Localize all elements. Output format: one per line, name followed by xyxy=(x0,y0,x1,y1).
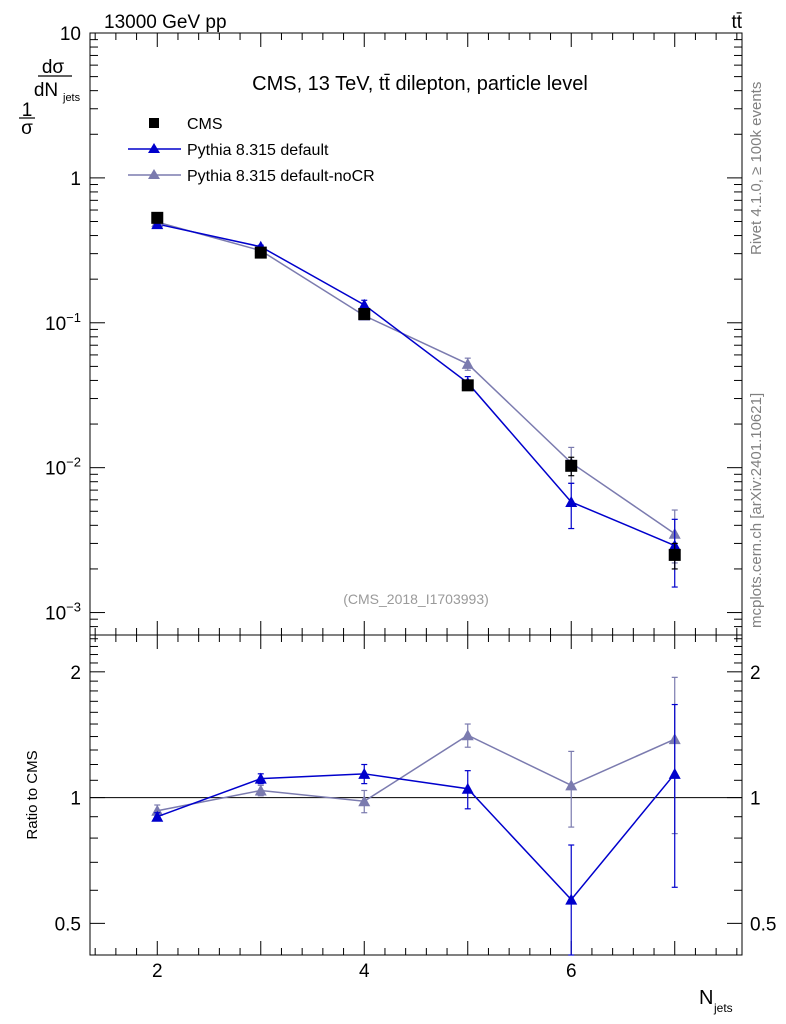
x-tick-label: 4 xyxy=(359,961,370,982)
ratio-point xyxy=(565,893,578,905)
ratio-y-tick-label: 1 xyxy=(70,789,81,810)
ratio-series-line xyxy=(157,734,676,812)
svg-text:N: N xyxy=(699,987,713,1009)
main-series-line xyxy=(157,221,676,535)
ratio-series-line xyxy=(157,773,676,901)
x-axis-title: N jets xyxy=(699,987,733,1015)
main-y-tick-label: 10−2 xyxy=(45,455,81,480)
ratio-y-tick-label-right: 1 xyxy=(750,789,761,810)
svg-text:dN: dN xyxy=(34,80,58,101)
axes-layer: 2 4 6 10 1 10−1 10−2 10−3 0.5 0.5 1 1 2 2 xyxy=(45,24,776,982)
legend-cms-label: CMS xyxy=(187,116,223,133)
ratio-point xyxy=(358,795,371,807)
process-label: tt̄ xyxy=(731,12,742,33)
main-data-point xyxy=(461,379,474,392)
legend: CMS Pythia 8.315 default Pythia 8.315 de… xyxy=(128,116,375,185)
plot-title: CMS, 13 TeV, tt̄ dilepton, particle leve… xyxy=(252,73,588,95)
main-y-tick-label: 10 xyxy=(60,24,81,45)
legend-pythia-nocr-marker xyxy=(148,169,160,179)
main-data-point xyxy=(254,246,267,259)
x-tick-label: 6 xyxy=(566,961,577,982)
main-data-point xyxy=(358,307,371,320)
legend-pythia-default-marker xyxy=(148,143,160,153)
main-mc-point xyxy=(358,298,371,310)
ratio-point xyxy=(254,772,267,784)
main-y-tick-label: 10−3 xyxy=(45,600,81,625)
main-mc-point xyxy=(565,495,578,507)
main-y-axis-title: 1 σ dσ dN jets xyxy=(19,57,81,139)
svg-text:jets: jets xyxy=(713,1001,733,1015)
main-data-point xyxy=(565,459,578,472)
data-layer xyxy=(151,211,681,956)
main-data-point xyxy=(668,548,681,561)
rivet-version-label: Rivet 4.1.0, ≥ 100k events xyxy=(748,82,765,255)
source-label: mcplots.cern.ch [arXiv:2401.10621] xyxy=(748,393,765,628)
x-tick-label: 2 xyxy=(152,961,163,982)
ratio-point xyxy=(151,810,164,822)
beam-label: 13000 GeV pp xyxy=(104,12,227,33)
ratio-point xyxy=(358,767,371,779)
svg-text:dσ: dσ xyxy=(42,57,65,78)
ratio-point xyxy=(461,782,474,794)
legend-cms-marker xyxy=(149,118,159,128)
ratio-point xyxy=(565,779,578,791)
main-data-point xyxy=(151,211,164,224)
legend-pythia-default-label: Pythia 8.315 default xyxy=(187,142,329,159)
svg-text:jets: jets xyxy=(62,92,81,104)
main-y-tick-label: 1 xyxy=(70,169,81,190)
ratio-point xyxy=(254,784,267,796)
ratio-point xyxy=(461,729,474,741)
ratio-y-tick-label: 0.5 xyxy=(55,914,81,935)
ratio-y-tick-label-right: 0.5 xyxy=(750,914,776,935)
ratio-point xyxy=(668,767,681,779)
main-y-tick-label: 10−1 xyxy=(45,310,81,335)
legend-pythia-nocr-label: Pythia 8.315 default-noCR xyxy=(187,168,375,185)
ratio-y-axis-title: Ratio to CMS xyxy=(24,750,41,839)
main-mc-point xyxy=(461,357,474,369)
main-series-line xyxy=(157,223,676,547)
ratio-y-tick-label: 2 xyxy=(70,663,81,684)
svg-text:1: 1 xyxy=(22,100,33,121)
ratio-frame xyxy=(89,634,743,956)
svg-text:σ: σ xyxy=(21,118,33,139)
analysis-watermark: (CMS_2018_I1703993) xyxy=(343,591,489,607)
ratio-y-tick-label-right: 2 xyxy=(750,663,761,684)
